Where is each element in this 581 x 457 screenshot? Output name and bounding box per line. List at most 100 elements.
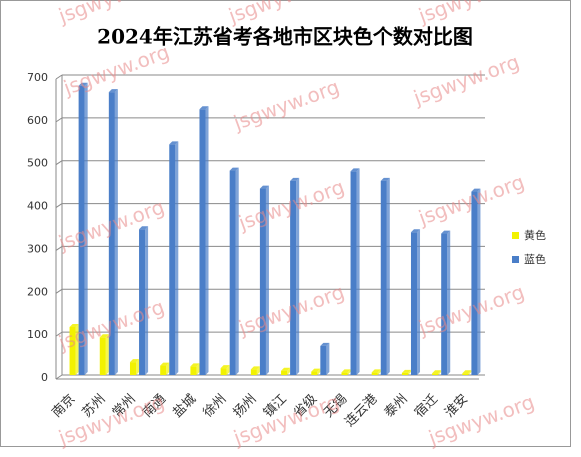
bar [78, 85, 85, 375]
bar [69, 327, 76, 375]
bar-side [377, 369, 381, 375]
bar-group [432, 370, 442, 375]
bar-side [256, 366, 260, 375]
bar-group [78, 82, 88, 375]
bar-side [196, 363, 200, 375]
bar-side [205, 106, 209, 376]
bar-side [265, 185, 269, 375]
bar [129, 362, 137, 375]
bar [281, 370, 288, 375]
bar-group [129, 359, 140, 375]
bar [160, 365, 167, 375]
bar-side [447, 230, 451, 375]
bar [229, 170, 236, 375]
y-tick-label: 700 [27, 71, 48, 84]
bar-group [220, 365, 230, 375]
legend-swatch [512, 232, 519, 239]
bar-group [350, 168, 360, 375]
bar-group [190, 363, 200, 375]
bar-group [380, 177, 390, 375]
bar-group [371, 369, 381, 375]
bar-top [371, 369, 381, 373]
bar [139, 229, 146, 375]
chart-title: 2024年江苏省考各地市区块色个数对比图 [97, 25, 473, 49]
bar-group [341, 369, 351, 375]
bar-group [259, 185, 269, 375]
bar-top [401, 369, 411, 373]
bar-group [320, 342, 330, 375]
bar-top [441, 230, 451, 234]
bar-side [287, 367, 291, 375]
bar [311, 371, 318, 375]
y-tick-label: 400 [27, 200, 48, 213]
bar-side [347, 369, 351, 375]
bar-top [190, 363, 200, 367]
legend-label: 黄色 [524, 228, 546, 242]
bar [432, 373, 439, 375]
bar-top [471, 188, 481, 192]
bar-side [136, 359, 140, 375]
bar-side [417, 229, 421, 375]
bar-side [317, 368, 321, 375]
bar-group [108, 89, 118, 376]
bar-top [320, 342, 330, 346]
bar-group [290, 177, 300, 375]
bar [341, 372, 348, 375]
bar-side [407, 369, 411, 375]
bar-top [341, 369, 351, 373]
bar-group [441, 230, 451, 375]
bar-side [438, 370, 442, 375]
bar-side [468, 370, 472, 375]
bar [190, 366, 197, 375]
bar-group [169, 141, 179, 375]
bar-group [69, 324, 79, 375]
bar-group [401, 369, 411, 375]
bar-group [99, 334, 109, 375]
bar-side [296, 177, 300, 375]
bar-group [311, 368, 321, 375]
bar-side [105, 334, 109, 375]
bar [350, 171, 357, 375]
bar [169, 144, 176, 375]
bar-side [235, 167, 239, 375]
bar-group [199, 106, 209, 376]
bar-top [78, 82, 88, 86]
bar-group [471, 188, 481, 375]
bar-top [432, 370, 442, 374]
bar-side [326, 342, 330, 375]
y-tick-label: 0 [41, 371, 48, 384]
bar [380, 180, 387, 375]
bar-group [462, 370, 472, 375]
bar-top [311, 368, 321, 372]
grid-line-side [55, 288, 63, 294]
bar-top [199, 106, 209, 110]
grid-line-side [55, 374, 63, 380]
bar-side [356, 168, 360, 375]
grid-line-side [55, 117, 63, 123]
y-tick-label: 600 [27, 114, 48, 127]
bar-side [477, 188, 481, 375]
bar-top [350, 168, 360, 172]
bar-group [281, 367, 291, 375]
bar [462, 373, 469, 375]
bar [250, 369, 257, 375]
bar-side [145, 226, 149, 375]
bar-top [160, 362, 170, 366]
bar-top [99, 334, 109, 338]
bar [471, 191, 478, 375]
bar-top [462, 370, 472, 374]
bar-side [386, 177, 390, 375]
bar-side [114, 89, 118, 376]
bar-side [166, 362, 170, 375]
bar [441, 233, 448, 375]
bar-top [290, 177, 300, 181]
bar [199, 109, 206, 376]
grid-line-side [55, 331, 63, 337]
bar-top [281, 367, 291, 371]
y-tick-label: 300 [27, 242, 48, 255]
bar-side [75, 324, 79, 375]
bar [371, 372, 378, 375]
legend-label: 蓝色 [524, 252, 546, 266]
bar [290, 180, 297, 375]
bar-group [250, 366, 260, 375]
